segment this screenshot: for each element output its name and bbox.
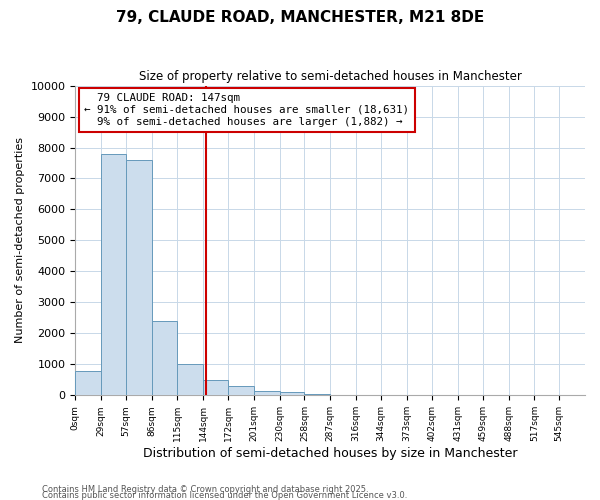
Y-axis label: Number of semi-detached properties: Number of semi-detached properties [15, 138, 25, 344]
Bar [75, 370, 101, 396]
Text: Contains public sector information licensed under the Open Government Licence v3: Contains public sector information licen… [42, 491, 407, 500]
Bar [178, 364, 203, 396]
Bar [254, 390, 280, 396]
Bar [280, 392, 304, 396]
Bar [304, 394, 330, 396]
Text: Contains HM Land Registry data © Crown copyright and database right 2025.: Contains HM Land Registry data © Crown c… [42, 485, 368, 494]
Bar [126, 160, 152, 396]
Bar [152, 321, 178, 396]
Bar [228, 386, 254, 396]
X-axis label: Distribution of semi-detached houses by size in Manchester: Distribution of semi-detached houses by … [143, 447, 517, 460]
Bar [101, 154, 126, 396]
Text: 79, CLAUDE ROAD, MANCHESTER, M21 8DE: 79, CLAUDE ROAD, MANCHESTER, M21 8DE [116, 10, 484, 25]
Title: Size of property relative to semi-detached houses in Manchester: Size of property relative to semi-detach… [139, 70, 521, 83]
Bar [203, 380, 228, 396]
Text: 79 CLAUDE ROAD: 147sqm
← 91% of semi-detached houses are smaller (18,631)
  9% o: 79 CLAUDE ROAD: 147sqm ← 91% of semi-det… [84, 94, 409, 126]
